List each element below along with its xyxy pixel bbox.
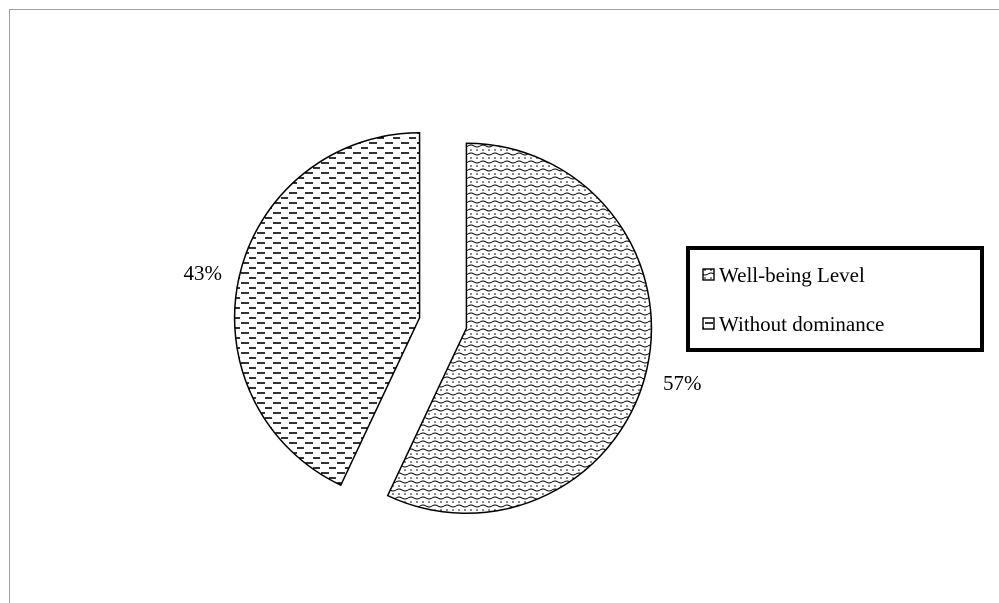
slice-label-well-being-level: 57% [663, 371, 702, 395]
legend: Well-being Level Without dominance [686, 246, 984, 352]
pie-slices [233, 132, 653, 514]
pie-labels: 57% 43% [184, 261, 702, 395]
legend-box [686, 246, 984, 352]
slice-label-without-dominance: 43% [184, 261, 223, 285]
legend-swatch-well-being [702, 268, 715, 281]
legend-swatch-without-dominance [702, 317, 715, 330]
pie-slice-without-dominance [233, 132, 421, 487]
pie-slice-well-being-level [386, 142, 653, 514]
legend-label-without-dominance: Without dominance [719, 312, 884, 336]
legend-label-well-being: Well-being Level [719, 263, 865, 287]
chart-area [9, 9, 999, 603]
